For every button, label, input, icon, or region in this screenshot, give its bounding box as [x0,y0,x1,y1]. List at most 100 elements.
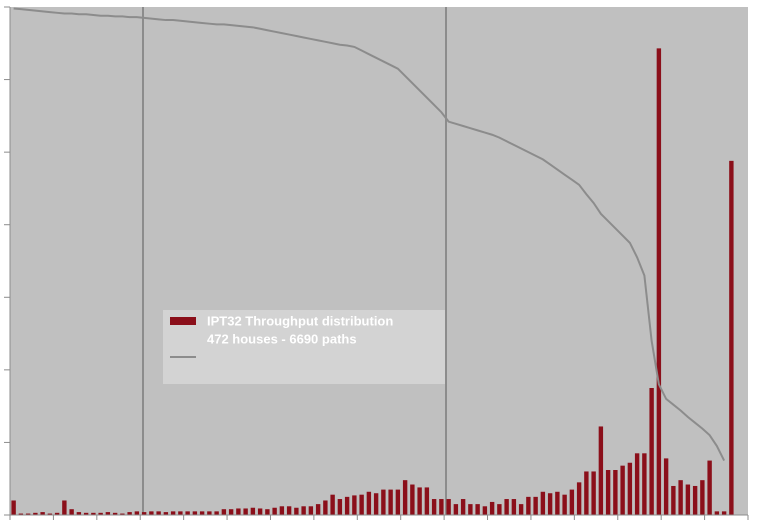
bar [504,499,509,515]
bar [279,506,285,515]
bar [228,509,234,515]
bar [250,507,256,515]
bar [134,511,140,515]
bar [642,453,647,515]
bar [692,485,698,515]
bar [185,511,190,515]
bar [170,511,176,515]
bar [417,487,422,515]
bar [294,507,299,515]
bar [221,509,227,515]
bar [671,485,676,515]
plot-area [10,7,748,515]
bar [11,500,16,515]
bar [526,496,531,515]
bar [388,489,393,515]
bar [620,465,625,515]
bar [634,453,640,515]
bar [685,484,691,515]
bar [721,511,727,515]
bar [468,504,473,515]
bar [83,512,89,515]
bar [257,508,263,515]
bar [497,504,502,515]
bar [352,495,357,515]
bar [381,489,386,515]
bar [439,499,444,515]
bar [584,471,589,515]
bar [344,496,350,515]
bar [62,500,67,515]
bar [613,470,618,515]
bar [286,506,292,515]
bar [163,512,169,515]
marks [11,7,734,515]
bar [598,426,604,515]
bar [323,500,328,515]
bar [54,512,60,515]
bar [627,462,633,515]
legend-note: 472 houses - 6690 paths [207,331,357,346]
bar [105,512,111,515]
bar [555,491,560,515]
bar [518,504,524,515]
bar [69,509,74,515]
bar [149,511,154,515]
bar [359,494,364,515]
bar [714,511,720,515]
bar [33,512,38,515]
bar [663,458,669,515]
bar [120,513,125,515]
bar [511,499,517,515]
bar [547,493,553,515]
bar [431,499,437,515]
bar [700,480,705,515]
bar [156,511,161,515]
bar [649,388,654,515]
bar [366,491,372,515]
bar [569,489,575,515]
line [13,7,726,462]
bar [272,507,277,515]
bar [243,508,248,515]
bar [236,508,241,515]
bar [656,48,662,515]
bar [47,513,53,515]
bar [141,512,147,515]
bar [91,512,96,515]
bar [402,480,408,515]
bar [395,489,401,515]
bar [98,512,103,515]
bar [678,480,683,515]
legend-box [163,310,445,384]
bar [315,504,321,515]
bar [729,160,734,515]
bar [18,513,24,515]
bar [482,506,488,515]
bar [562,494,567,515]
bar [76,512,82,515]
bar [475,504,480,515]
bar [605,470,611,515]
legend-swatch-bar [170,317,196,325]
bar [199,511,205,515]
bar [453,504,459,515]
bar [207,511,212,515]
bar [127,512,132,515]
bar [591,471,596,515]
bar [460,499,466,515]
bar [214,511,219,515]
bar [707,460,712,515]
bar [576,482,582,515]
bar [330,494,335,515]
bar [308,506,314,515]
bar [533,496,538,515]
bar [424,487,430,515]
bar [192,511,198,515]
bar [489,501,495,515]
bar [410,484,415,515]
bar [112,512,118,515]
bar [540,491,546,515]
